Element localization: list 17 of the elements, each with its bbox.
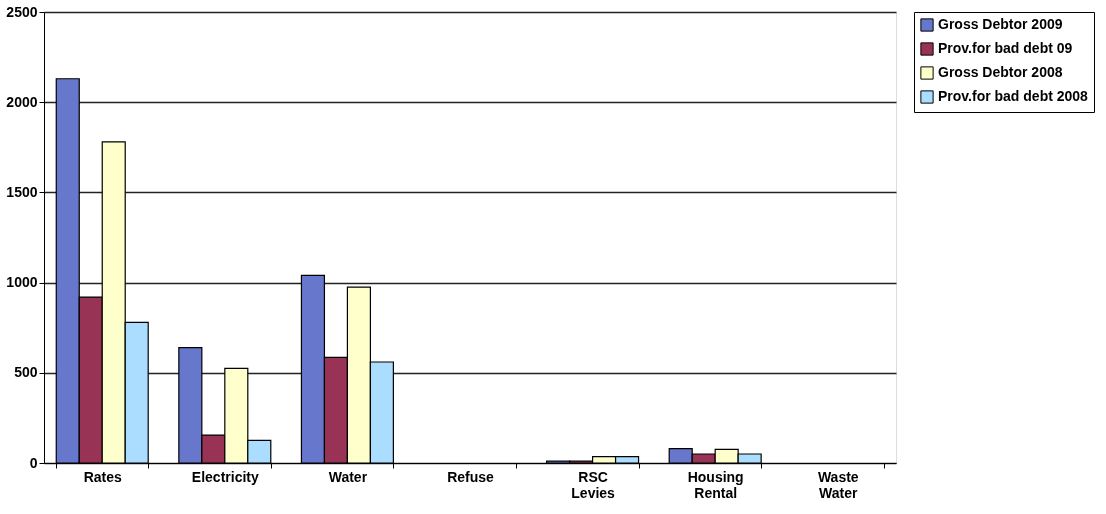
x-tick-label: Water [328,468,368,485]
y-tick-label: 0 [29,454,38,471]
y-tick-label: 1500 [6,183,38,200]
x-tick-label: Housing Rental [687,468,744,501]
legend-label: Prov.for bad debt 09 [938,40,1073,56]
x-tick-label: RSC Levies [571,468,616,501]
y-tick-label: 500 [14,364,38,381]
x-tick-label: Rates [83,468,122,485]
y-tick-label: 1000 [6,274,38,291]
x-tick-label: Electricity [191,468,259,485]
y-tick-label: 2500 [6,3,38,20]
legend-label: Prov.for bad debt 2008 [938,88,1089,104]
x-tick-label: Refuse [447,468,495,485]
y-tick-label: 2000 [6,93,38,110]
legend-label: Gross Debtor 2009 [938,16,1063,32]
legend-label: Gross Debtor 2008 [938,64,1063,80]
x-tick-label: Waste Water [817,468,859,501]
